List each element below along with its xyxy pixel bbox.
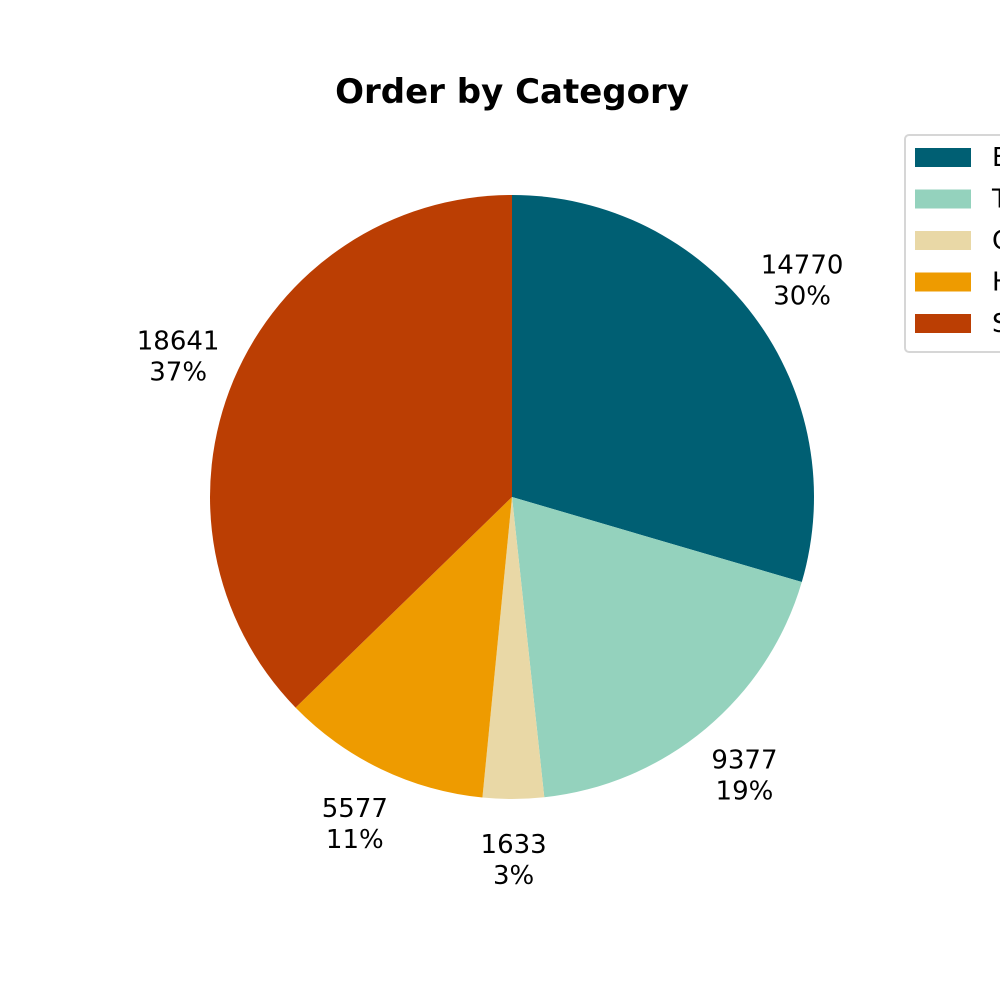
- legend-label-c: C: [992, 226, 1000, 256]
- slice-value-label: 18641: [137, 327, 220, 357]
- pie-slice-e: [512, 195, 815, 583]
- slice-percent-label: 19%: [716, 777, 774, 807]
- legend-label-h: H: [992, 268, 1000, 298]
- slice-percent-label: 3%: [493, 861, 534, 891]
- chart-legend: ETCHS: [904, 134, 1000, 353]
- slice-label-t: 9377 19%: [711, 746, 777, 807]
- legend-swatch-s: [915, 314, 971, 333]
- legend-label-e: E: [992, 143, 1000, 173]
- pie-slice-labels: 14770 30% 9377 19% 1633 3% 5577 11% 18641 37%: [137, 250, 844, 891]
- slice-value-label: 1633: [481, 830, 547, 860]
- legend-swatch-c: [915, 231, 971, 250]
- pie-slice-t: [512, 497, 802, 798]
- slice-label-s: 18641 37%: [137, 327, 220, 388]
- legend-label-s: S: [992, 309, 1000, 339]
- pie-slice-h: [295, 497, 512, 798]
- slice-percent-label: 11%: [326, 825, 384, 855]
- slice-label-e: 14770 30%: [761, 250, 844, 311]
- slice-value-label: 5577: [322, 794, 388, 824]
- slice-percent-label: 30%: [773, 281, 831, 311]
- legend-swatch-t: [915, 189, 971, 209]
- legend-swatch-h: [915, 272, 971, 292]
- slice-value-label: 9377: [711, 746, 777, 776]
- pie-slice-s: [210, 195, 512, 708]
- slice-label-c: 1633 3%: [481, 830, 547, 891]
- pie-slice-c: [482, 497, 545, 800]
- legend-label-t: T: [991, 185, 1000, 215]
- slice-label-h: 5577 11%: [322, 794, 388, 855]
- slice-percent-label: 37%: [149, 358, 207, 388]
- legend-swatch-e: [915, 148, 971, 167]
- pie-slices: [210, 195, 815, 800]
- chart-title: Order by Category: [335, 72, 689, 112]
- slice-value-label: 14770: [761, 250, 844, 280]
